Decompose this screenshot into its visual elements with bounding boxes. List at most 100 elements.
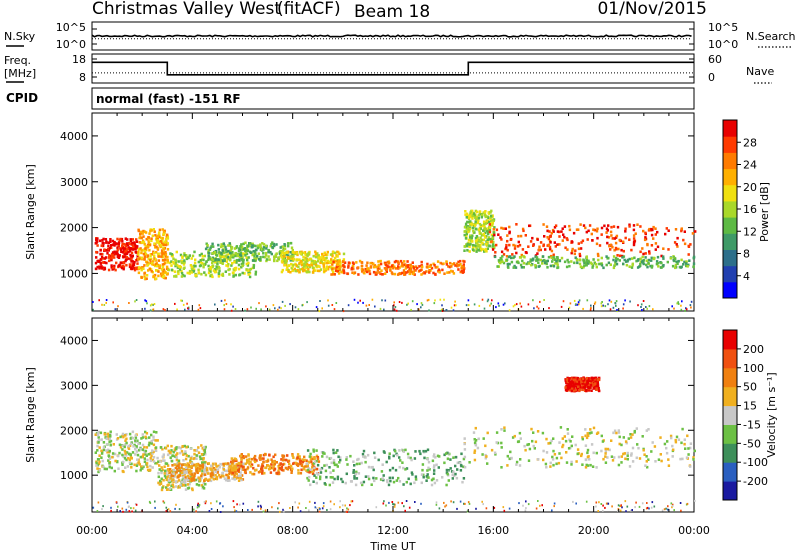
power-panel-cell — [180, 299, 182, 302]
power-panel-cell — [113, 244, 116, 247]
power-panel-cell — [272, 304, 275, 307]
velocity-panel-cell — [581, 436, 584, 439]
velocity-panel-cell — [264, 466, 267, 469]
velocity-panel-cell — [154, 439, 157, 442]
power-panel-cell — [208, 248, 212, 251]
power-panel-cell — [519, 234, 523, 238]
velocity-panel-cell — [308, 509, 310, 512]
velocity-panel-cell — [352, 471, 355, 474]
velocity-panel-cell — [597, 510, 599, 512]
velocity-panel-cell — [222, 468, 225, 471]
velocity-panel-cell — [530, 427, 533, 431]
velocity-panel-cell — [240, 453, 243, 456]
power-panel-cell — [143, 242, 146, 246]
velocity-panel-cell — [473, 451, 476, 454]
velocity-panel-cell — [131, 510, 133, 513]
power-panel-cell — [151, 303, 153, 306]
power-panel-cell — [282, 249, 285, 252]
power-panel-cell — [475, 235, 479, 238]
velocity-panel-cell — [519, 437, 522, 440]
velocity-panel-cell — [522, 504, 524, 507]
power-panel-cell — [179, 265, 183, 269]
velocity-panel-cell — [563, 435, 566, 438]
velocity-panel-cell — [177, 464, 180, 467]
velocity-panel-cell — [689, 442, 693, 445]
velocity-panel-cell — [306, 464, 309, 467]
velocity-panel-cell — [681, 457, 684, 461]
power-panel-cell — [135, 267, 138, 271]
power-panel-cell — [510, 260, 514, 264]
power-panel-cell — [582, 265, 585, 269]
power-panel-cell — [475, 216, 479, 219]
power-panel-cell — [646, 265, 649, 269]
power-panel-cell — [373, 264, 377, 267]
velocity-panel-cell — [157, 471, 160, 475]
velocity-panel-cell — [130, 507, 132, 510]
velocity-panel-cell — [580, 377, 583, 380]
power-panel-cell — [347, 261, 351, 264]
power-panel-cell — [318, 257, 321, 261]
power-panel-cell — [687, 253, 690, 256]
power-panel-cell — [125, 257, 128, 261]
power-panel-cell — [351, 271, 354, 274]
velocity-panel-cell — [123, 457, 127, 460]
power-panel-cell — [294, 269, 297, 273]
power-panel-cell — [432, 271, 435, 275]
power-panel-cell — [637, 304, 639, 307]
velocity-panel-cell — [438, 455, 441, 458]
velocity-panel-cell — [172, 454, 175, 458]
velocity-panel-cell — [367, 465, 371, 469]
velocity-panel-cell — [305, 462, 309, 465]
power-panel-cell — [246, 249, 250, 252]
power-panel-cell — [224, 270, 227, 273]
velocity-panel-cell — [586, 464, 590, 467]
velocity-panel-cell — [310, 455, 313, 459]
velocity-panel-cell — [195, 483, 199, 486]
power-panel-cell — [607, 261, 611, 265]
power-panel-cell — [287, 270, 290, 273]
velocity-panel-cell — [388, 501, 390, 504]
velocity-panel-cell — [134, 434, 137, 437]
power-panel-cell — [369, 261, 372, 265]
power-panel-cell — [523, 255, 526, 259]
velocity-panel-cell — [537, 500, 539, 502]
power-panel-cell — [128, 302, 130, 304]
velocity-panel-cell — [577, 385, 580, 388]
power-panel-cell — [148, 248, 151, 252]
velocity-panel-cell — [195, 457, 198, 460]
velocity-panel-cell — [500, 466, 503, 469]
velocity-panel-cell — [224, 478, 228, 482]
velocity-panel-cell — [143, 460, 147, 463]
power-panel-cell — [244, 309, 246, 312]
velocity-panel-cell — [532, 431, 535, 434]
velocity-panel-cell — [242, 462, 245, 466]
velocity-panel-cell — [219, 475, 222, 479]
velocity-panel-cell — [109, 435, 112, 438]
power-panel-cell — [529, 240, 533, 243]
velocity-panel-cell — [144, 430, 147, 434]
power-panel-cell — [689, 243, 692, 246]
velocity-panel-cell — [240, 478, 243, 482]
velocity-panel-cell — [589, 382, 592, 385]
power-panel-cell — [270, 242, 273, 246]
velocity-panel-cell — [251, 457, 254, 461]
velocity-panel-cell — [183, 473, 186, 476]
velocity-panel-cell — [358, 462, 361, 466]
power-panel-cell — [579, 265, 583, 268]
velocity-panel-cell — [325, 475, 328, 479]
power-panel-cell — [254, 248, 258, 252]
power-panel-cell — [537, 258, 540, 261]
velocity-panel-cell — [431, 459, 435, 463]
power-panel-cell — [651, 264, 654, 268]
velocity-panel-cell — [170, 444, 173, 448]
velocity-panel-cell — [587, 434, 590, 437]
power-panel-cell — [403, 273, 406, 276]
velocity-panel-cell — [209, 474, 213, 478]
velocity-panel-cell — [222, 505, 224, 508]
power-panel-cell — [122, 265, 126, 269]
velocity-panel-cell — [132, 445, 135, 448]
velocity-panel-cell — [637, 446, 640, 450]
power-panel-cell — [285, 261, 288, 264]
power-panel-cell — [108, 246, 111, 250]
power-panel-cell — [104, 238, 108, 241]
